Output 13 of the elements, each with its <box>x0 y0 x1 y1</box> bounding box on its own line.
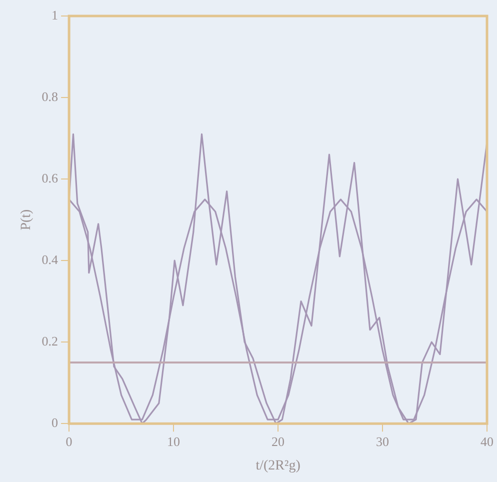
y-tick-label: 0.6 <box>42 170 59 186</box>
y-tick-label: 0 <box>52 415 58 430</box>
x-tick-label: 40 <box>480 434 494 449</box>
y-tick-label: 0.4 <box>42 252 59 267</box>
x-tick-label: 30 <box>376 434 390 449</box>
y-tick-label: 1 <box>52 7 58 22</box>
y-axis-title: P(t) <box>19 208 34 230</box>
x-axis-title: t/(2R²g) <box>256 458 301 474</box>
x-tick-label: 20 <box>272 434 285 449</box>
x-tick-label: 10 <box>167 434 180 449</box>
y-tick-label: 0.2 <box>42 334 58 348</box>
y-tick-label: 0.8 <box>42 88 58 104</box>
x-tick-label: 0 <box>66 434 72 449</box>
